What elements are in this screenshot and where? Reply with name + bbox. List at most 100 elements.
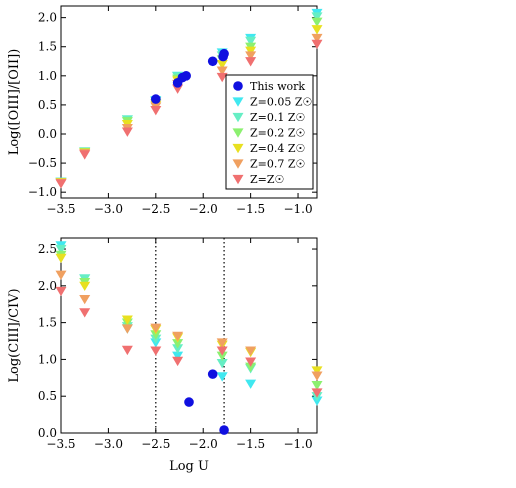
x-ticks-bottom: −3.5 −3.0 −2.5 −2.0 −1.5 −1.0 — [46, 238, 313, 451]
data-point-model — [216, 358, 228, 369]
legend-label: Z=Z☉ — [250, 173, 284, 186]
y-tick-label: 1.5 — [38, 316, 57, 330]
data-point-model — [55, 253, 67, 264]
x-tick-label: −1.5 — [236, 437, 265, 451]
data-point-model — [311, 366, 323, 376]
data-point-model — [311, 371, 323, 381]
data-marks-bottom — [55, 241, 323, 435]
data-point-model — [311, 25, 323, 35]
data-point-model — [121, 324, 133, 334]
x-tick-label: −2.5 — [141, 437, 170, 451]
y-tick-label: 2.5 — [38, 242, 57, 256]
data-point-model — [79, 308, 91, 318]
panel-oiii-oii: −3.5 −3.0 −2.5 −2.0 −1.5 −1.0 −1.0 −0.5 0.0 0.5 1… — [7, 5, 323, 216]
data-point-model — [311, 39, 323, 50]
data-point-model — [55, 286, 67, 297]
data-point-model — [216, 66, 228, 76]
legend-label: Z=0.7 Z☉ — [250, 158, 305, 171]
plot-frame-bottom — [60, 237, 318, 434]
data-point-model — [245, 346, 257, 356]
data-point-model — [121, 127, 133, 137]
legend-marker — [232, 174, 244, 185]
x-tick-label: −2.0 — [189, 202, 218, 216]
data-point-model — [55, 270, 67, 281]
data-point-this-work — [207, 56, 218, 67]
data-point-model — [311, 33, 323, 44]
y-tick-label: 2.0 — [38, 279, 57, 293]
y-tick-label: 1.0 — [38, 69, 57, 83]
legend-marker — [232, 128, 244, 138]
data-point-model — [55, 179, 67, 189]
legend-marker — [232, 97, 244, 107]
legend-marker — [233, 81, 243, 91]
data-point-model — [79, 294, 91, 305]
legend-marker — [232, 112, 244, 123]
y-tick-label: −0.5 — [28, 156, 57, 170]
y-ticks-bottom: 0.0 0.5 1.0 1.5 2.0 2.5 — [38, 242, 317, 440]
x-ticks-top: −3.5 −3.0 −2.5 −2.0 −1.5 −1.0 — [46, 6, 313, 216]
data-point-this-work — [181, 71, 191, 81]
data-point-model — [150, 346, 162, 356]
y-tick-label: 0.0 — [38, 426, 57, 440]
legend-label: Z=0.1 Z☉ — [250, 111, 305, 124]
x-tick-label: −2.5 — [141, 202, 170, 216]
data-point-model — [245, 36, 257, 47]
data-point-model — [172, 339, 184, 349]
data-point-model — [172, 331, 184, 342]
data-point-model — [121, 345, 133, 356]
legend: This work Z=0.05 Z☉ Z=0.1 Z☉ Z=0.2 Z☉ Z=0.4 … — [225, 74, 314, 190]
data-point-model — [216, 372, 228, 382]
x-tick-label: −2.0 — [189, 437, 218, 451]
data-point-this-work — [151, 94, 161, 104]
x-axis-label: Log U — [169, 459, 209, 474]
data-point-model — [150, 323, 162, 333]
y-tick-label: 2.0 — [38, 11, 57, 25]
y-axis-label-bottom: Log(CIII]/CIV) — [7, 288, 22, 382]
x-tick-label: −3.0 — [94, 202, 123, 216]
y-tick-label: −1.0 — [28, 185, 57, 199]
data-point-model — [311, 388, 323, 398]
data-point-model — [150, 106, 162, 116]
data-point-model — [311, 12, 323, 22]
data-point-model — [79, 150, 91, 160]
data-point-model — [79, 281, 91, 292]
y-tick-label: 0.0 — [38, 127, 57, 141]
x-tick-label: −1.0 — [283, 202, 312, 216]
data-point-model — [216, 72, 228, 83]
data-point-model — [245, 57, 257, 67]
data-point-model — [172, 356, 184, 367]
data-marks-top — [55, 8, 323, 189]
legend-label: This work — [250, 80, 305, 93]
data-point-model — [121, 315, 133, 325]
x-tick-label: −1.0 — [283, 437, 312, 451]
data-point-this-work — [184, 397, 194, 407]
legend-items: This work Z=0.05 Z☉ Z=0.1 Z☉ Z=0.2 Z☉ Z=0.4 … — [232, 80, 312, 186]
data-point-model — [216, 346, 228, 356]
x-tick-label: −3.0 — [94, 437, 123, 451]
legend-label: Z=0.2 Z☉ — [250, 127, 305, 140]
data-point-this-work — [207, 369, 218, 379]
legend-label: Z=0.4 Z☉ — [250, 142, 305, 155]
legend-marker — [232, 159, 244, 169]
y-tick-label: 0.5 — [38, 98, 57, 112]
x-tick-label: −3.5 — [46, 202, 75, 216]
y-ticks-top: −1.0 −0.5 0.0 0.5 1.0 1.5 2.0 — [28, 11, 317, 199]
data-point-model — [245, 362, 257, 372]
legend-label: Z=0.05 Z☉ — [250, 96, 312, 109]
data-point-model — [172, 344, 184, 354]
data-point-model — [216, 60, 228, 70]
plot-frame-top — [60, 5, 318, 199]
data-point-model — [216, 351, 228, 361]
data-point-model — [245, 51, 257, 61]
data-point-model — [172, 84, 184, 94]
data-point-this-work — [219, 425, 229, 435]
y-tick-label: 1.5 — [38, 40, 57, 54]
data-point-model — [311, 381, 323, 391]
data-point-model — [55, 244, 67, 255]
data-point-model — [216, 338, 228, 348]
data-point-model — [245, 357, 257, 367]
x-tick-label: −1.5 — [236, 202, 265, 216]
x-tick-label: −3.5 — [46, 437, 75, 451]
data-point-model — [172, 351, 184, 361]
panel-ciii-civ: −3.5 −3.0 −2.5 −2.0 −1.5 −1.0 0.0 0.5 1.0 1.5 2.0… — [7, 237, 323, 474]
